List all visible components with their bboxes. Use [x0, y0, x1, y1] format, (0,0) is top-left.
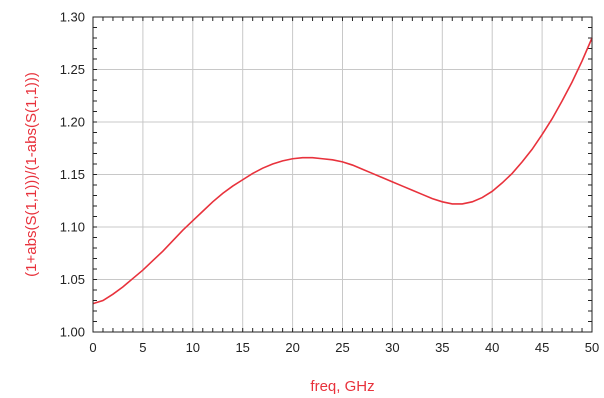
x-tick-label: 25: [335, 340, 349, 355]
y-tick-label: 1.05: [60, 272, 85, 287]
x-tick-label: 10: [186, 340, 200, 355]
x-tick-label: 15: [235, 340, 249, 355]
x-tick-label: 40: [485, 340, 499, 355]
x-tick-label: 35: [435, 340, 449, 355]
grid: [93, 17, 592, 332]
x-tick-labels: 0 5 10 15 20 25 30 35 40 45 50: [89, 340, 599, 355]
y-tick-labels: 1.00 1.05 1.10 1.15 1.20 1.25 1.30: [60, 10, 85, 340]
x-tick-label: 50: [585, 340, 599, 355]
x-tick-label: 30: [385, 340, 399, 355]
y-tick-label: 1.25: [60, 62, 85, 77]
x-axis-title: freq, GHz: [310, 378, 374, 395]
y-tick-label: 1.20: [60, 115, 85, 130]
y-tick-label: 1.30: [60, 10, 85, 25]
y-axis-title: (1+abs(S(1,1)))/(1-abs(S(1,1))): [23, 72, 40, 277]
plot-frame: [92, 16, 593, 333]
x-tick-label: 5: [139, 340, 146, 355]
y-tick-label: 1.15: [60, 167, 85, 182]
series-line: [92, 37, 593, 305]
x-tick-label: 20: [285, 340, 299, 355]
x-tick-label: 0: [89, 340, 96, 355]
y-tick-label: 1.10: [60, 220, 85, 235]
y-tick-label: 1.00: [60, 325, 85, 340]
x-tick-label: 45: [535, 340, 549, 355]
